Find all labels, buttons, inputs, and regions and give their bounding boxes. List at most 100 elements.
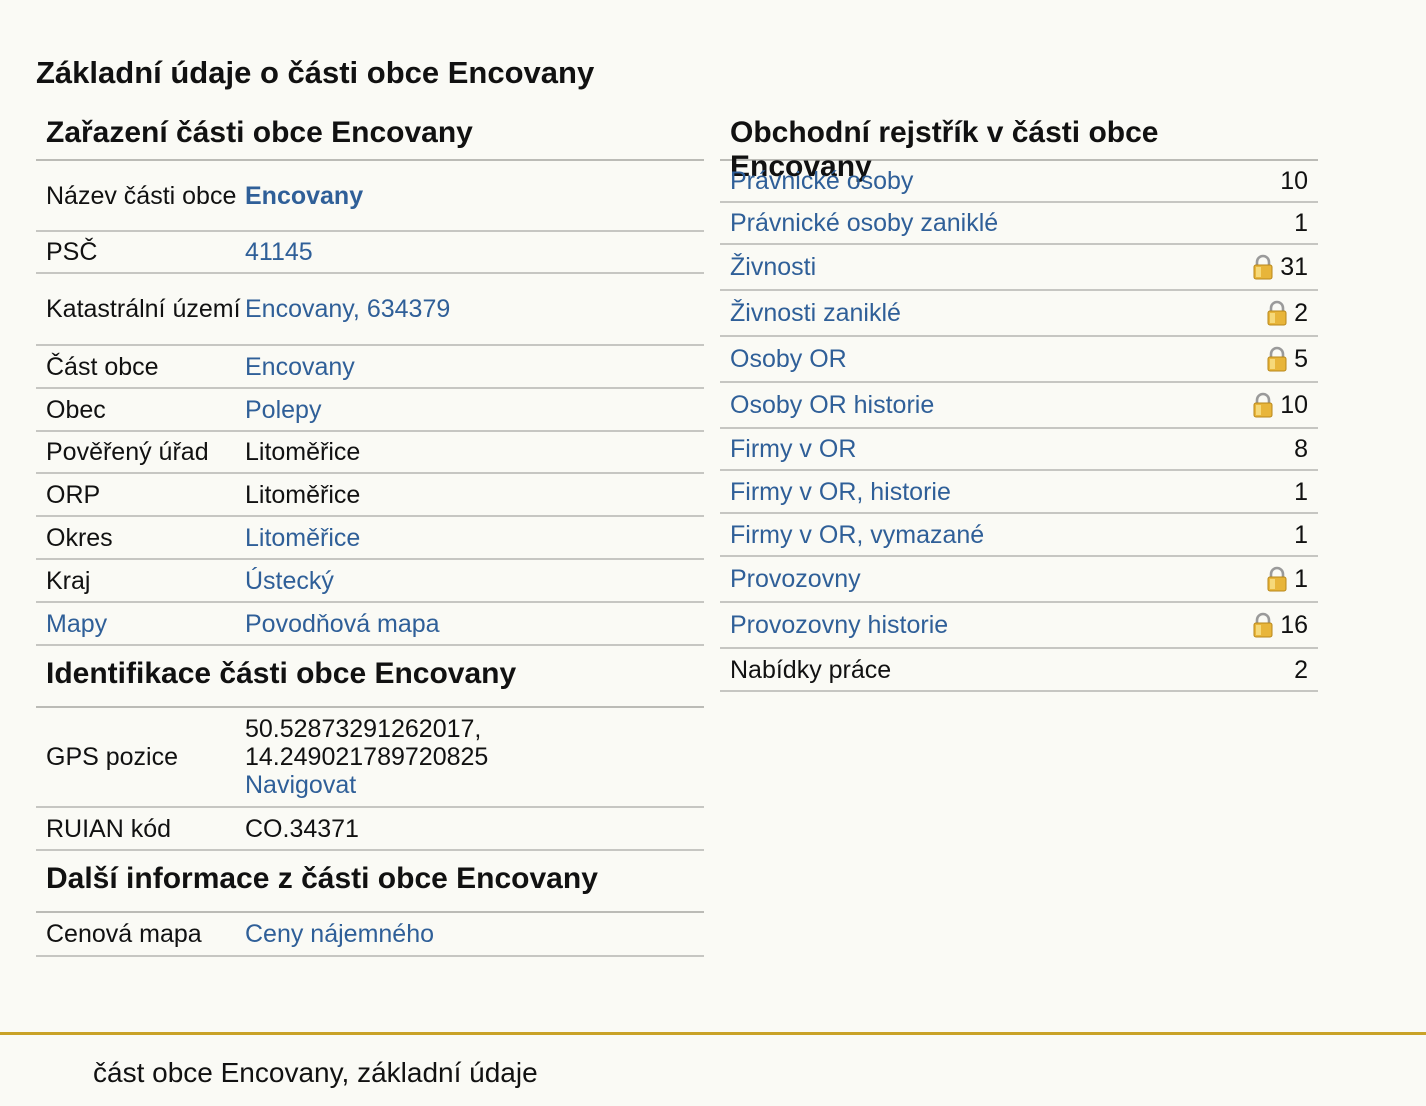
padlock-icon[interactable] [1252, 254, 1274, 280]
padlock-icon[interactable] [1266, 566, 1288, 592]
rejstrik-count: 10 [1280, 167, 1308, 195]
rejstrik-link[interactable]: Živnosti zaniklé [730, 299, 901, 327]
obchodni-rejstrik-section-title: Obchodní rejstřík v části obce Encovany [720, 110, 1318, 183]
rejstrik-link[interactable]: Provozovny historie [730, 611, 949, 639]
rejstrik-count: 16 [1280, 611, 1308, 639]
footer: část obce Encovany, základní údaje [0, 1032, 1426, 1106]
padlock-icon[interactable] [1252, 612, 1274, 638]
rejstrik-row: Provozovny 1 [720, 557, 1318, 603]
orp-value: Litoměřice [245, 480, 361, 509]
rejstrik-row: Firmy v OR, vymazané 1 [720, 514, 1318, 557]
katastralni-uzemi-link[interactable]: Encovany, 634379 [245, 295, 451, 323]
row-label: Pověřený úřad [46, 438, 209, 466]
rejstrik-count: 1 [1294, 209, 1308, 237]
rejstrik-count-wrap: 8 [1294, 435, 1308, 463]
povodnova-mapa-link[interactable]: Povodňová mapa [245, 609, 440, 638]
rejstrik-link[interactable]: Firmy v OR, historie [730, 477, 951, 506]
padlock-icon[interactable] [1252, 392, 1274, 418]
footer-text: část obce Encovany, základní údaje [93, 1057, 538, 1088]
navigovat-link[interactable]: Navigovat [245, 771, 357, 799]
rejstrik-count-wrap: 2 [1294, 656, 1308, 684]
nazev-casti-obce-link[interactable]: Encovany [245, 181, 364, 210]
padlock-icon[interactable] [1266, 346, 1288, 372]
dalsi-informace-section-title: Další informace z části obce Encovany [36, 851, 704, 913]
rejstrik-row: Osoby OR 5 [720, 337, 1318, 383]
rejstrik-row: Nabídky práce 2 [720, 649, 1318, 692]
mapy-link[interactable]: Mapy [46, 609, 108, 638]
zarazeni-section-title: Zařazení části obce Encovany [36, 110, 704, 161]
rejstrik-row: Osoby OR historie 10 [720, 383, 1318, 429]
padlock-icon[interactable] [1266, 300, 1288, 326]
row-cast-obce: Část obce Encovany [36, 346, 704, 389]
rejstrik-count-wrap: 31 [1252, 253, 1308, 281]
rejstrik-count: 1 [1294, 565, 1308, 593]
rejstrik-link[interactable]: Provozovny [730, 565, 861, 593]
rejstrik-link[interactable]: Živnosti [730, 253, 817, 281]
row-mapy: Mapy Povodňová mapa [36, 603, 704, 646]
ceny-najemneho-link[interactable]: Ceny nájemného [245, 920, 435, 948]
row-label: Název části obce [46, 181, 237, 210]
row-label: Okres [46, 523, 113, 552]
rejstrik-row: Firmy v OR 8 [720, 429, 1318, 471]
row-cenova-mapa: Cenová mapa Ceny nájemného [36, 913, 704, 957]
rejstrik-count-wrap: 5 [1266, 345, 1308, 373]
rejstrik-link[interactable]: Právnické osoby [730, 167, 914, 195]
row-label: Katastrální území [46, 295, 241, 323]
row-gps-pozice: GPS pozice 50.52873291262017, 14.2490217… [36, 708, 704, 808]
rejstrik-count-wrap: 10 [1280, 167, 1308, 195]
row-povereny-urad: Pověřený úřad Litoměřice [36, 432, 704, 474]
row-label: Obec [46, 395, 106, 424]
rejstrik-count-wrap: 10 [1252, 391, 1308, 419]
okres-link[interactable]: Litoměřice [245, 523, 361, 552]
row-label: PSČ [46, 238, 98, 266]
ruian-kod-value: CO.34371 [245, 814, 359, 843]
rejstrik-count-wrap: 2 [1266, 299, 1308, 327]
rejstrik-count: 5 [1294, 345, 1308, 373]
obchodni-rejstrik-list: Právnické osoby 10 Právnické osoby zaniklé… [720, 161, 1318, 692]
rejstrik-link[interactable]: Osoby OR [730, 345, 847, 373]
rejstrik-link[interactable]: Osoby OR historie [730, 391, 935, 419]
psc-link[interactable]: 41145 [245, 238, 313, 266]
row-label: Cenová mapa [46, 920, 202, 948]
gps-coords-line2: 14.249021789720825 [245, 743, 489, 771]
row-obec: Obec Polepy [36, 389, 704, 432]
rejstrik-count: 8 [1294, 435, 1308, 463]
rejstrik-label: Nabídky práce [730, 655, 892, 684]
row-psc: PSČ 41145 [36, 232, 704, 274]
rejstrik-row: Živnosti 31 [720, 245, 1318, 291]
identifikace-section-title: Identifikace části obce Encovany [36, 646, 704, 708]
gps-coords-line1: 50.52873291262017, [245, 715, 482, 743]
row-label: Část obce [46, 352, 159, 381]
row-label: ORP [46, 480, 101, 509]
row-ruian-kod: RUIAN kód CO.34371 [36, 808, 704, 851]
povereny-urad-value: Litoměřice [245, 438, 361, 466]
rejstrik-row: Firmy v OR, historie 1 [720, 471, 1318, 514]
rejstrik-count: 2 [1294, 655, 1308, 684]
rejstrik-count: 1 [1294, 477, 1308, 506]
row-katastralni-uzemi: Katastrální území Encovany, 634379 [36, 274, 704, 346]
row-label: RUIAN kód [46, 814, 172, 843]
rejstrik-count-wrap: 1 [1294, 209, 1308, 237]
right-column: Obchodní rejstřík v části obce Encovany … [720, 110, 1318, 692]
cast-obce-link[interactable]: Encovany [245, 352, 355, 381]
rejstrik-row: Právnické osoby zaniklé 1 [720, 203, 1318, 245]
left-column: Zařazení části obce Encovany Název části… [36, 110, 704, 957]
obec-link[interactable]: Polepy [245, 395, 322, 424]
rejstrik-link[interactable]: Firmy v OR [730, 435, 857, 463]
rejstrik-count: 10 [1280, 391, 1308, 419]
rejstrik-count-wrap: 1 [1294, 478, 1308, 506]
row-label: Kraj [46, 566, 91, 595]
rejstrik-count-wrap: 1 [1266, 565, 1308, 593]
row-nazev-casti-obce: Název části obce Encovany [36, 161, 704, 232]
page-title: Základní údaje o části obce Encovany [36, 55, 595, 90]
rejstrik-link[interactable]: Firmy v OR, vymazané [730, 520, 985, 549]
rejstrik-row: Právnické osoby 10 [720, 161, 1318, 203]
kraj-link[interactable]: Ústecký [245, 566, 334, 595]
rejstrik-count: 31 [1280, 253, 1308, 281]
rejstrik-count-wrap: 16 [1252, 611, 1308, 639]
rejstrik-link[interactable]: Právnické osoby zaniklé [730, 209, 999, 237]
rejstrik-row: Provozovny historie 16 [720, 603, 1318, 649]
rejstrik-count: 1 [1294, 520, 1308, 549]
row-label: GPS pozice [46, 743, 179, 771]
row-okres: Okres Litoměřice [36, 517, 704, 560]
